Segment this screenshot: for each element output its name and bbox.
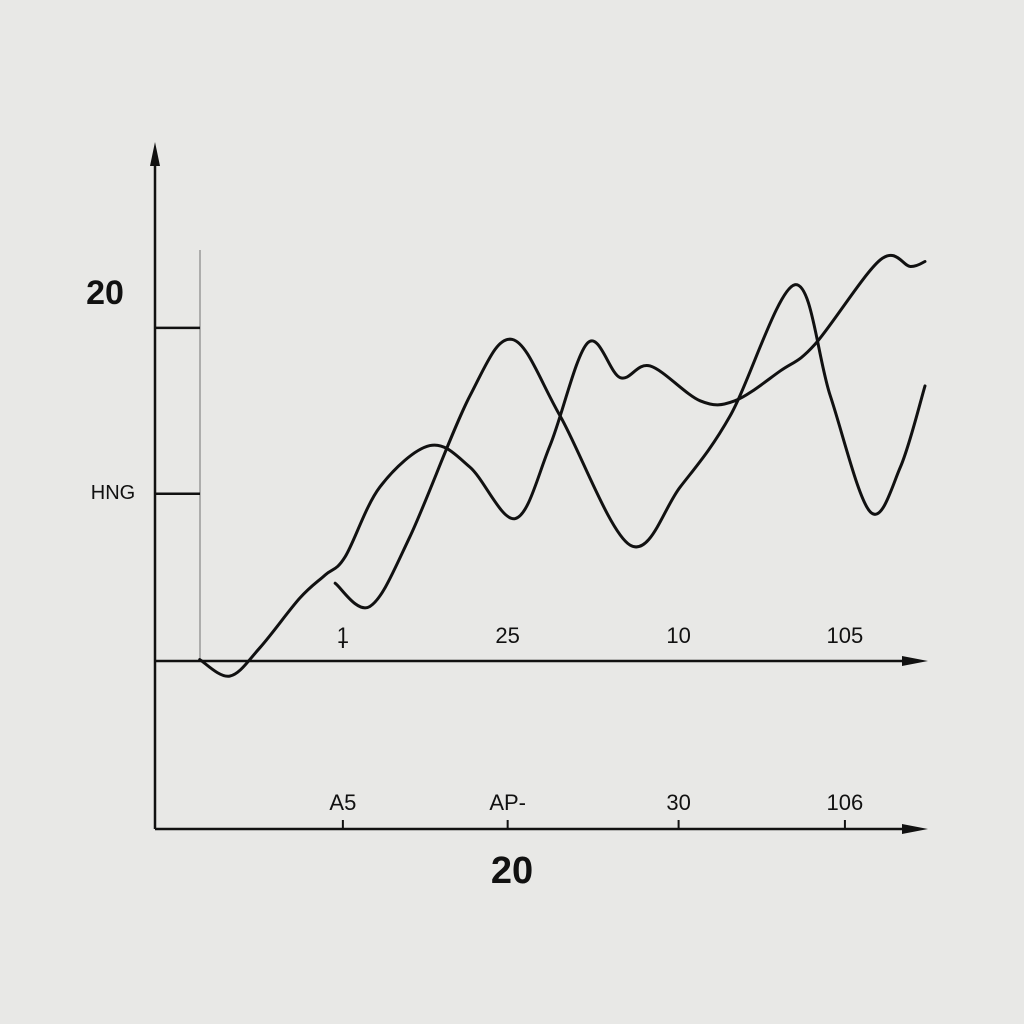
y-tick-label: HNG bbox=[91, 482, 135, 504]
data-line bbox=[198, 253, 927, 678]
y-tick-label: 20 bbox=[86, 274, 124, 312]
x2-tick-label: 30 bbox=[666, 790, 690, 815]
x2-tick-label: AP- bbox=[489, 790, 526, 815]
x-tick-label: 1 bbox=[337, 623, 349, 648]
y-axis-arrow bbox=[150, 142, 160, 166]
x-axis-arrow bbox=[902, 824, 928, 834]
x2-tick-label: A5 bbox=[329, 790, 356, 815]
x-tick-label: 105 bbox=[827, 623, 864, 648]
x-axis-arrow bbox=[902, 656, 928, 666]
x-tick-label: 25 bbox=[495, 623, 519, 648]
data-line bbox=[333, 283, 927, 610]
x-axis-title: 20 bbox=[491, 850, 533, 892]
x2-tick-label: 106 bbox=[827, 790, 864, 815]
x-tick-label: 10 bbox=[666, 623, 690, 648]
